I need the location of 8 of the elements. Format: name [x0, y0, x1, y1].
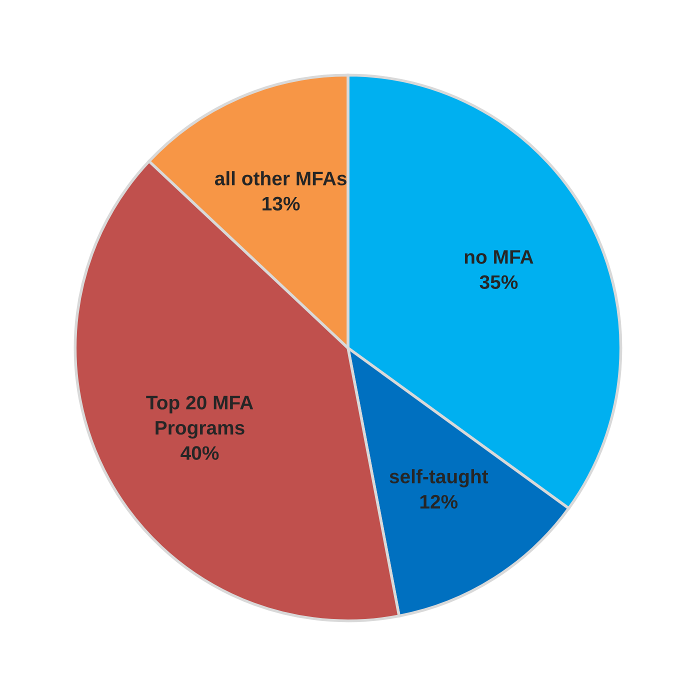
- slice-label: Top 20 MFA Programs: [146, 396, 254, 439]
- data-label: 35%: [480, 275, 518, 290]
- data-label: 13%: [262, 196, 300, 211]
- slice-label: no MFA: [464, 250, 534, 264]
- data-label: 12%: [420, 494, 458, 509]
- slice-label: all other MFAs: [214, 171, 346, 186]
- slice-label: self-taught: [390, 469, 488, 488]
- data-label: 40%: [180, 446, 219, 460]
